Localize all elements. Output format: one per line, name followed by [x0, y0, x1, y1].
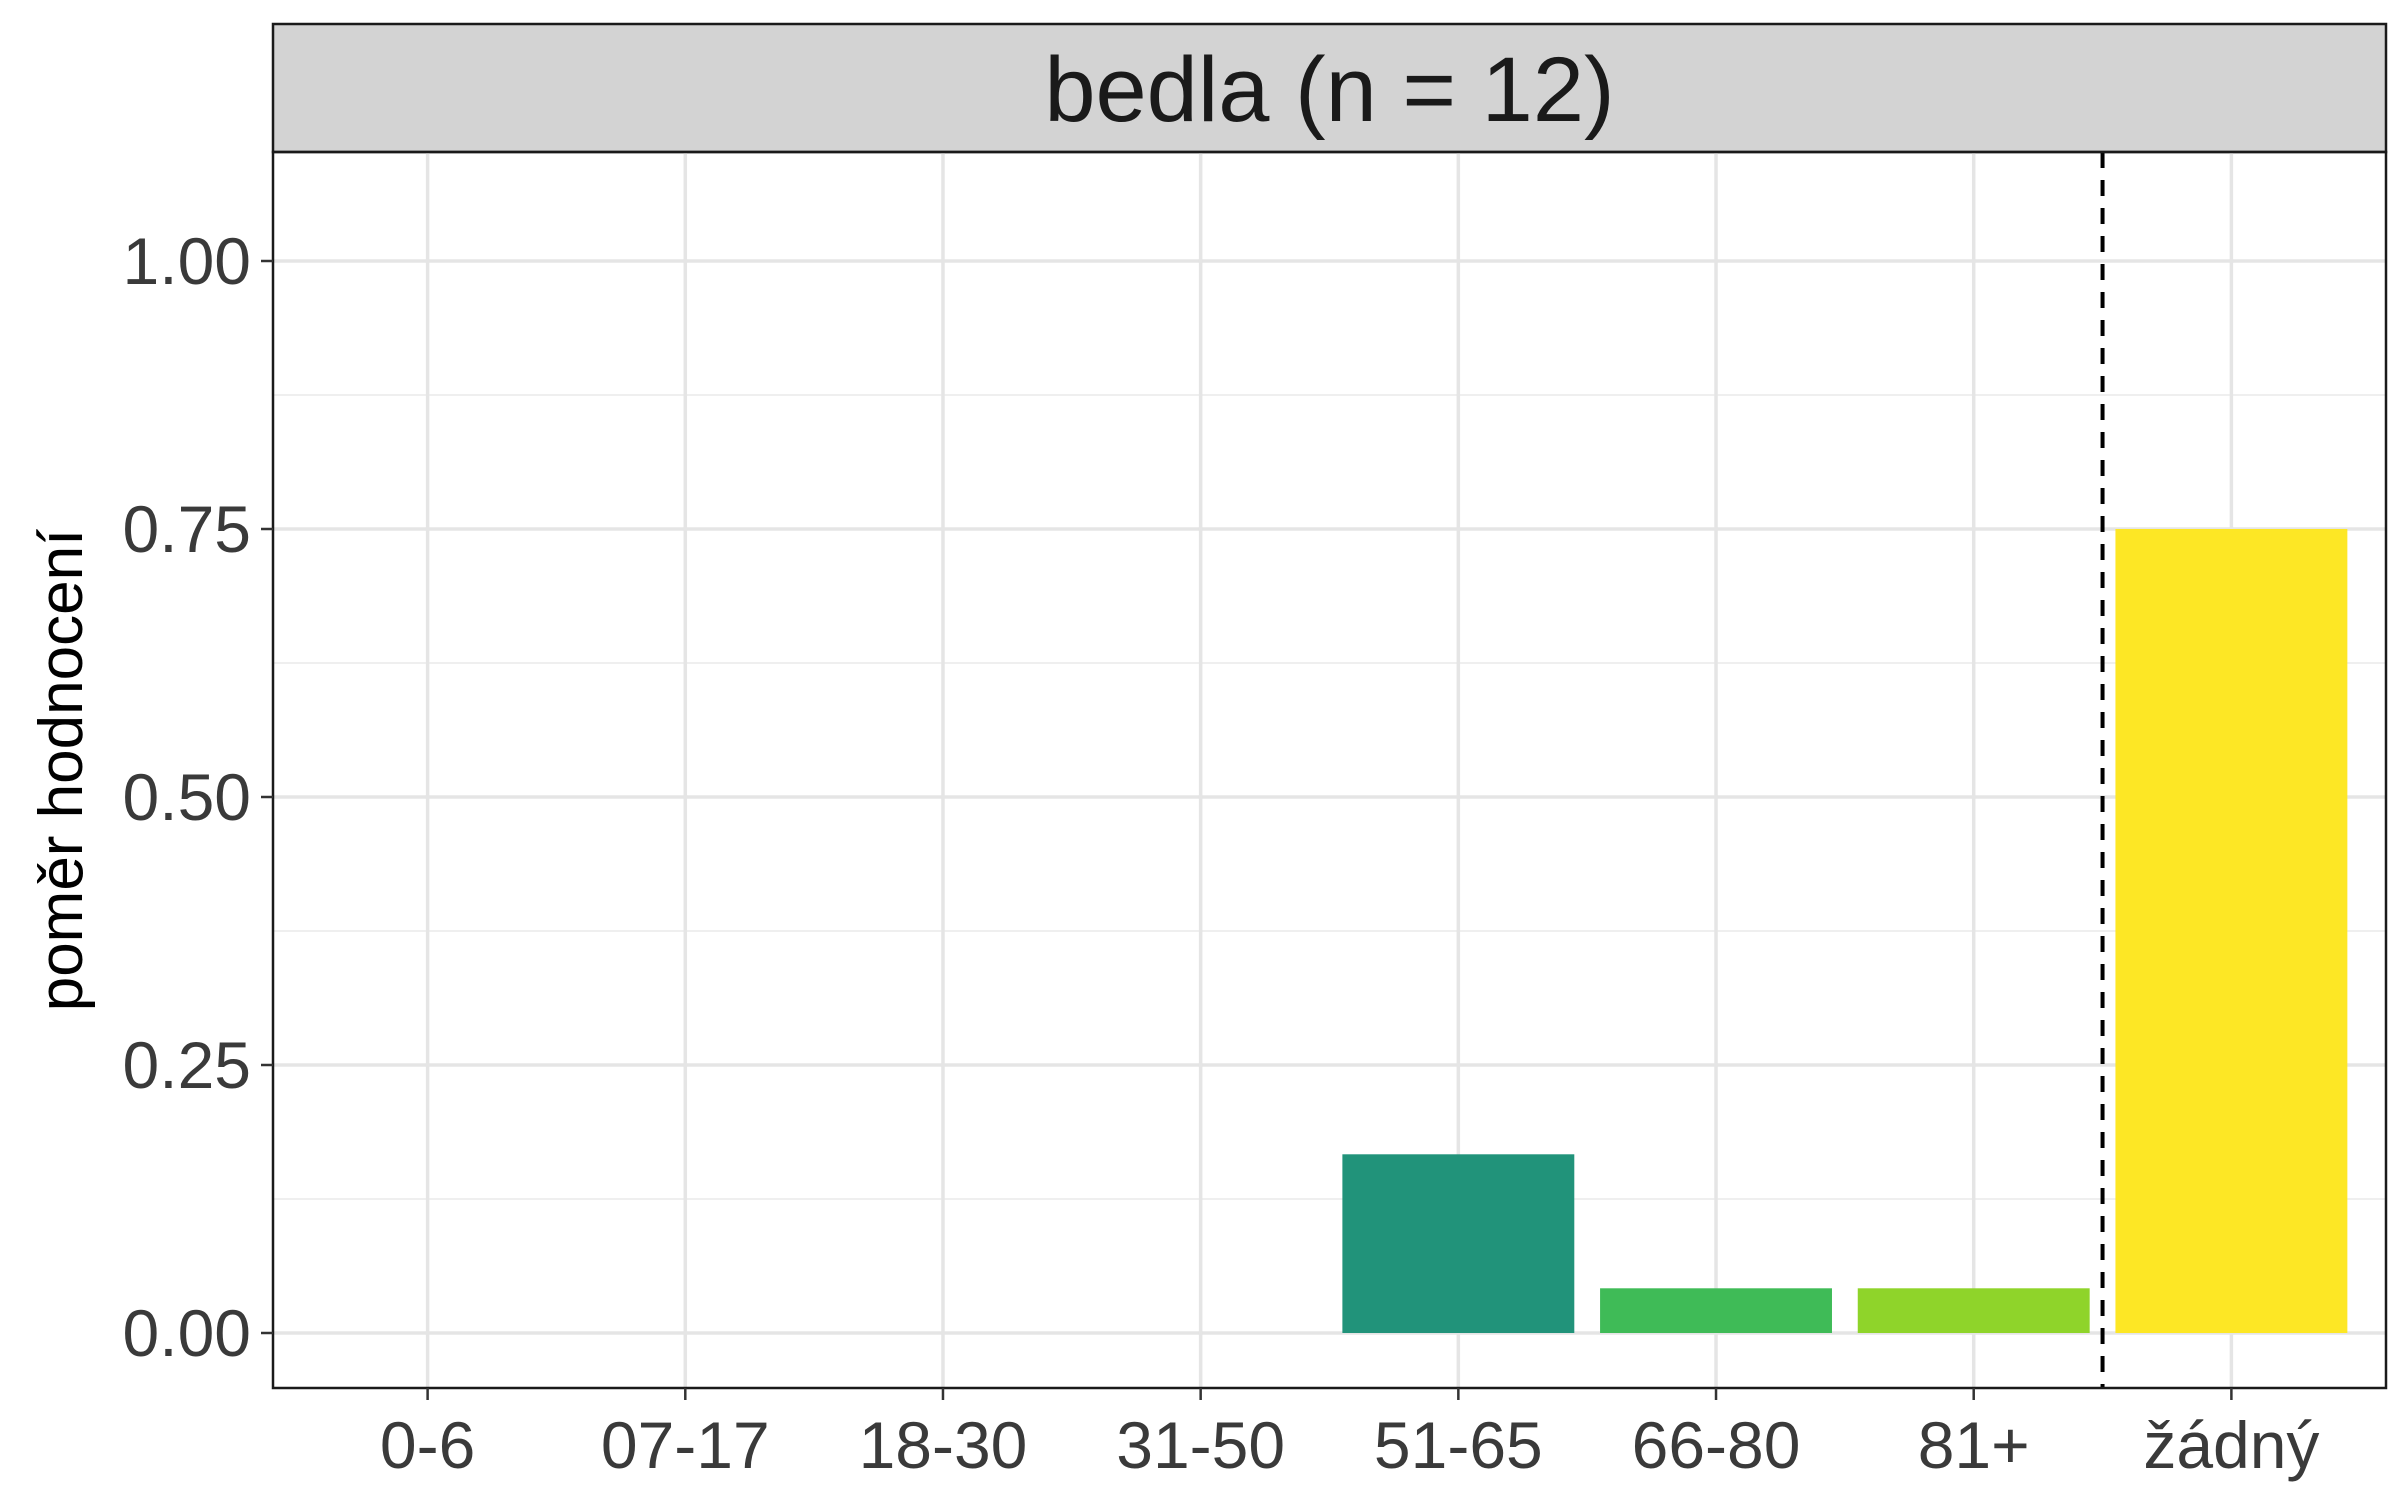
- x-tick-label: 31-50: [1116, 1408, 1285, 1482]
- bar-66-80: [1600, 1288, 1832, 1333]
- x-axis: 0-6 07-17 18-30 31-50 51-65 66-80 81+ žádný: [380, 1388, 2319, 1482]
- x-tick-label: žádný: [2143, 1408, 2319, 1482]
- x-tick-label: 81+: [1918, 1408, 2030, 1482]
- facet-title: bedla (n = 12): [1044, 39, 1614, 141]
- grid: [273, 152, 2386, 1388]
- y-tick-label: 0.25: [123, 1028, 251, 1102]
- bar-51-65: [1342, 1154, 1575, 1333]
- x-tick-label: 18-30: [859, 1408, 1028, 1482]
- bars: [1342, 529, 2348, 1333]
- x-tick-label: 0-6: [380, 1408, 475, 1482]
- x-tick-label: 07-17: [601, 1408, 770, 1482]
- panel-border: [271, 150, 2388, 1390]
- y-tick-label: 0.00: [123, 1296, 251, 1370]
- y-tick-label: 0.50: [123, 760, 251, 834]
- x-tick-label: 66-80: [1632, 1408, 1801, 1482]
- y-tick-label: 0.75: [123, 492, 251, 566]
- y-axis: 0.00 0.25 0.50 0.75 1.00: [123, 224, 273, 1370]
- bar-81+: [1857, 1288, 2090, 1333]
- bar-žádný: [2115, 529, 2348, 1333]
- x-tick-label: 51-65: [1374, 1408, 1543, 1482]
- facet-strip-background: [271, 22, 2388, 154]
- y-tick-label: 1.00: [123, 224, 251, 298]
- y-axis-title: poměr hodnocení: [27, 529, 96, 1012]
- facet-strip: bedla (n = 12): [271, 22, 2388, 154]
